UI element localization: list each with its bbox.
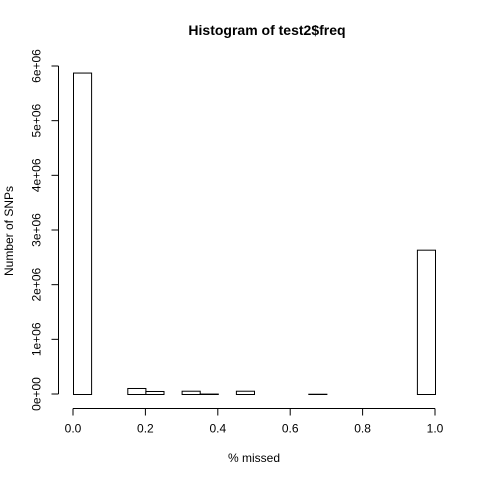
y-axis-label: Number of SNPs — [2, 186, 16, 276]
y-tick-label: 6e+06 — [30, 49, 44, 83]
y-tick-label: 0e+00 — [30, 377, 44, 411]
y-tick-label: 5e+06 — [30, 103, 44, 137]
histogram-bar — [416, 249, 436, 395]
x-tick-label: 1.0 — [427, 422, 444, 436]
y-axis: 0e+00 1e+06 2e+06 3e+06 4e+06 5e+06 6e+06 — [30, 49, 59, 411]
x-axis: 0.0 0.2 0.4 0.6 0.8 1.0 — [65, 408, 444, 436]
x-tick-label: 0.8 — [354, 422, 371, 436]
histogram-bar — [145, 390, 165, 395]
histogram-bar — [73, 72, 93, 395]
y-tick-label: 4e+06 — [30, 158, 44, 192]
x-tick-label: 0.2 — [137, 422, 154, 436]
histogram-bar — [181, 390, 201, 396]
x-tick-label: 0.0 — [65, 422, 82, 436]
bars-group — [73, 72, 436, 396]
x-axis-label: % missed — [228, 451, 280, 465]
y-tick-label: 3e+06 — [30, 213, 44, 247]
histogram-bar — [127, 387, 147, 395]
histogram-bar — [235, 390, 255, 396]
y-tick-label: 1e+06 — [30, 322, 44, 356]
x-tick-label: 0.6 — [282, 422, 299, 436]
x-tick-label: 0.4 — [209, 422, 226, 436]
chart-title: Histogram of test2$freq — [188, 22, 345, 38]
y-tick-label: 2e+06 — [30, 267, 44, 301]
